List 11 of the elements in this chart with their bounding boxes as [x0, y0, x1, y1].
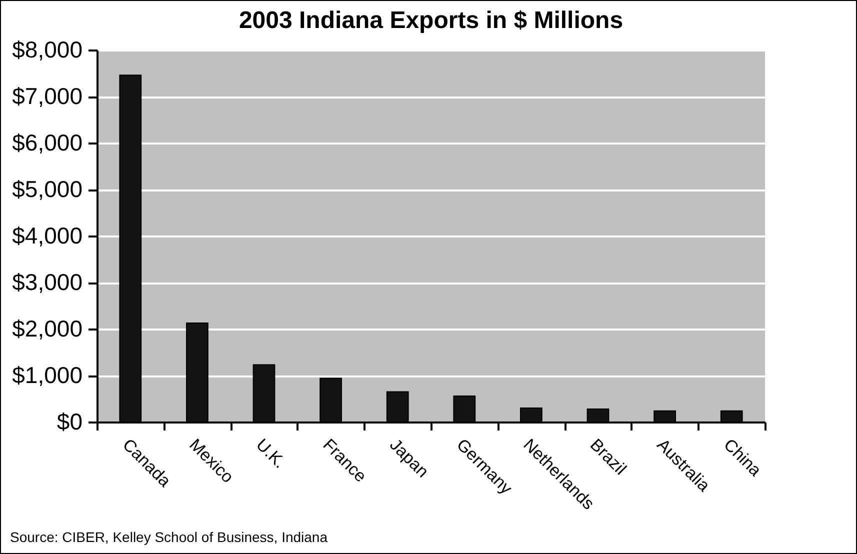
chart-title: 2003 Indiana Exports in $ Millions — [238, 7, 624, 34]
y-tick-label: $6,000 — [12, 130, 82, 156]
y-tick-label: $3,000 — [12, 269, 82, 295]
y-tick-label: $7,000 — [12, 83, 82, 109]
y-tick-label: $2,000 — [12, 316, 82, 342]
y-tick-label: $8,000 — [12, 36, 82, 62]
source-note: Source: CIBER, Kelley School of Business, Indiana — [10, 529, 328, 545]
y-tick-label: $4,000 — [12, 222, 82, 248]
y-tick-label: $1,000 — [12, 362, 82, 388]
y-tick-label: $5,000 — [12, 176, 82, 202]
y-tick-label: $0 — [56, 408, 82, 434]
